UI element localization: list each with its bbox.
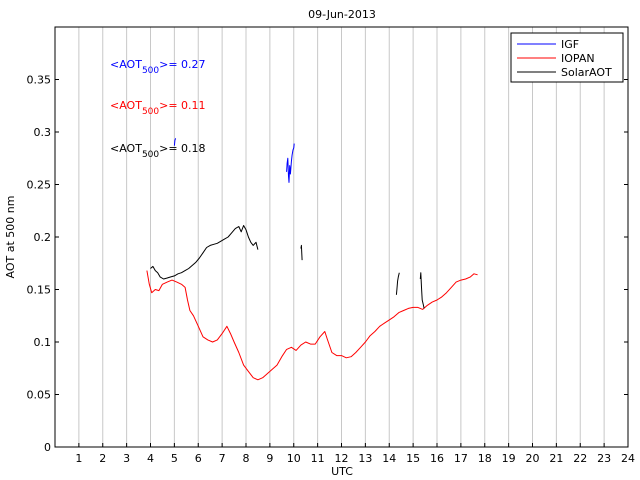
x-tick-label: 16 [430, 452, 444, 465]
y-tick-label: 0.1 [34, 336, 52, 349]
x-tick-label: 1 [75, 452, 82, 465]
y-tick-label: 0 [44, 441, 51, 454]
series-solaraot-line [150, 225, 259, 280]
legend-label: IGF [561, 38, 579, 51]
x-tick-label: 12 [335, 452, 349, 465]
annotation-prefix: <AOT [110, 99, 142, 112]
y-ticks: 0 0.05 0.1 0.15 0.2 0.25 0.3 0.35 [27, 74, 628, 454]
y-tick-label: 0.15 [27, 284, 52, 297]
x-tick-label: 10 [287, 452, 301, 465]
x-tick-label: 15 [406, 452, 420, 465]
y-tick-label: 0.25 [27, 179, 52, 192]
x-tick-label: 22 [573, 452, 587, 465]
x-tick-label: 24 [621, 452, 635, 465]
y-tick-label: 0.05 [27, 389, 52, 402]
aot-annotation: <AOT500>= 0.18 [110, 142, 206, 160]
chart-title: 09-Jun-2013 [308, 8, 376, 21]
x-ticks: 1 2 3 4 5 6 7 8 9 10 11 12 13 14 15 16 17 18 19 20 21 22 23 24 [75, 443, 635, 465]
series-layer [146, 138, 478, 381]
annotation-subscript: 500 [142, 66, 159, 76]
x-tick-label: 3 [123, 452, 130, 465]
series-solaraot-line [395, 272, 400, 295]
legend-label: IOPAN [561, 52, 595, 65]
annotation-subscript: 500 [142, 150, 159, 160]
x-tick-label: 11 [311, 452, 325, 465]
y-tick-label: 0.35 [27, 74, 52, 87]
grid [78, 27, 605, 447]
x-tick-label: 20 [526, 452, 540, 465]
x-tick-label: 4 [147, 452, 154, 465]
x-tick-label: 8 [243, 452, 250, 465]
x-tick-label: 17 [454, 452, 468, 465]
x-tick-label: 6 [195, 452, 202, 465]
annotation-suffix: >= 0.27 [159, 58, 205, 71]
y-tick-label: 0.3 [34, 126, 52, 139]
legend-label: SolarAOT [561, 66, 612, 79]
series-solaraot-line [300, 244, 303, 261]
x-tick-label: 7 [219, 452, 226, 465]
x-axis-label: UTC [331, 465, 353, 478]
annotation-suffix: >= 0.18 [159, 142, 205, 155]
annotation-prefix: <AOT [110, 142, 142, 155]
y-axis-label: AOT at 500 nm [4, 196, 17, 279]
aot-annotation: <AOT500>= 0.11 [110, 99, 206, 117]
x-tick-label: 14 [382, 452, 396, 465]
x-tick-label: 19 [502, 452, 516, 465]
x-tick-label: 13 [358, 452, 372, 465]
x-tick-label: 2 [99, 452, 106, 465]
aot-annotation: <AOT500>= 0.27 [110, 58, 206, 76]
x-tick-label: 9 [266, 452, 273, 465]
series-solaraot-line [419, 272, 425, 309]
x-tick-label: 23 [597, 452, 611, 465]
annotations: <AOT500>= 0.27<AOT500>= 0.11<AOT500>= 0.… [110, 58, 206, 160]
series-igf-line [286, 143, 295, 183]
x-tick-label: 5 [171, 452, 178, 465]
annotation-prefix: <AOT [110, 58, 142, 71]
x-tick-label: 18 [478, 452, 492, 465]
series-iopan-line [146, 270, 478, 381]
x-tick-label: 21 [549, 452, 563, 465]
y-tick-label: 0.2 [34, 231, 52, 244]
annotation-subscript: 500 [142, 107, 159, 117]
series-igf-line [173, 138, 177, 146]
annotation-suffix: >= 0.11 [159, 99, 205, 112]
